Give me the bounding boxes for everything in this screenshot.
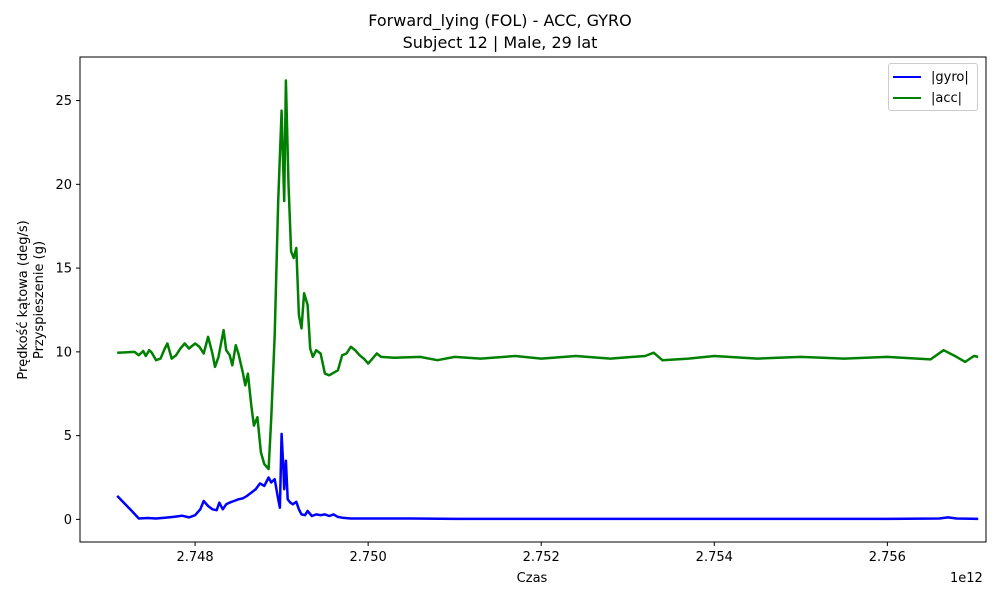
x-tick-label: 2.750	[350, 550, 387, 565]
chart-title-line-1: Forward_lying (FOL) - ACC, GYRO	[368, 11, 632, 30]
x-axis-offset-label: 1e12	[950, 571, 983, 586]
y-axis-label-line-2: Przyspieszenie (g)	[32, 241, 47, 359]
y-tick-label: 25	[55, 94, 72, 109]
legend-swatch-gyro	[893, 75, 921, 79]
y-tick-label: 5	[64, 429, 72, 444]
series-layer	[116, 79, 979, 521]
y-tick-label: 10	[55, 345, 72, 360]
legend-label-gyro: |gyro|	[931, 69, 969, 85]
x-tick-label: 2.756	[869, 550, 906, 565]
chart-title-line-2: Subject 12 | Male, 29 lat	[402, 33, 598, 52]
y-tick-label: 0	[64, 513, 72, 528]
legend-item-acc: |acc|	[889, 88, 962, 108]
x-axis: 2.748 2.750 2.752 2.754 2.756	[176, 542, 906, 565]
series-line-acc	[117, 79, 979, 471]
legend: |gyro| |acc|	[888, 63, 978, 111]
y-tick-label: 15	[55, 262, 72, 277]
y-axis-label-line-1: Prędkość kątowa (deg/s)	[16, 220, 31, 379]
x-tick-label: 2.752	[523, 550, 560, 565]
plot-frame	[79, 56, 987, 543]
legend-item-gyro: |gyro|	[889, 67, 969, 87]
y-tick-label: 20	[55, 178, 72, 193]
legend-swatch-acc	[893, 96, 921, 100]
x-tick-label: 2.754	[696, 550, 733, 565]
x-tick-label: 2.748	[176, 550, 213, 565]
legend-label-acc: |acc|	[931, 90, 963, 106]
series-line-gyro	[116, 432, 979, 521]
x-axis-label: Czas	[517, 571, 548, 586]
y-axis: 0 5 10 15 20 25	[55, 94, 80, 528]
